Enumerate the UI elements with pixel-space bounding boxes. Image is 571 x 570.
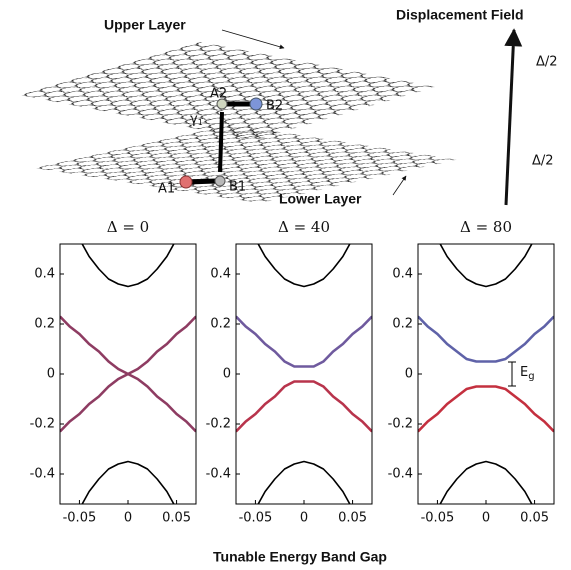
band-chart: Δ = 40 -0.4 -0.2 0 0.2 0.4 -0.05 0 0.05 bbox=[206, 218, 373, 526]
caption: Tunable Energy Band Gap bbox=[213, 549, 387, 565]
coupling-label: γ1 bbox=[190, 112, 203, 127]
band-line bbox=[418, 385, 554, 433]
coupling-subscript: 1 bbox=[198, 118, 203, 127]
potential-label: Δ/2 bbox=[536, 55, 558, 70]
gap-subscript: g bbox=[528, 371, 534, 382]
atom-label: A2 bbox=[210, 87, 227, 102]
x-tick-label: -0.05 bbox=[239, 511, 273, 526]
interlayer-bond bbox=[218, 111, 224, 173]
band-line bbox=[439, 244, 533, 288]
y-tick-label: 0.4 bbox=[34, 267, 55, 282]
upper-lattice bbox=[20, 42, 435, 141]
atom-label: B1 bbox=[229, 180, 246, 195]
x-tick-label: -0.05 bbox=[63, 511, 97, 526]
atom bbox=[214, 175, 226, 187]
potential-label: Δ/2 bbox=[532, 154, 554, 169]
x-tick-label: 0 bbox=[300, 511, 308, 526]
band-line bbox=[81, 460, 175, 504]
pointer bbox=[221, 29, 285, 50]
y-tick-label: 0 bbox=[405, 367, 413, 382]
band-line bbox=[257, 244, 351, 288]
x-tick-label: 0 bbox=[482, 511, 490, 526]
chart-title: Δ = 40 bbox=[278, 218, 330, 236]
lower-lattice bbox=[35, 124, 457, 204]
y-tick-label: 0 bbox=[223, 367, 231, 382]
plot-frame bbox=[59, 243, 197, 505]
plot-frame bbox=[417, 243, 555, 505]
lattice-diagram: Upper Layer Displacement Field Lower Lay… bbox=[20, 7, 558, 207]
band-line bbox=[236, 380, 372, 433]
y-tick-label: -0.2 bbox=[30, 417, 55, 432]
y-tick-label: 0 bbox=[47, 367, 55, 382]
y-tick-label: -0.2 bbox=[388, 417, 413, 432]
x-tick-label: 0.05 bbox=[338, 511, 367, 526]
band-chart: Δ = 80 -0.4 -0.2 0 0.2 0.4 -0.05 0 0.05 Eg bbox=[388, 218, 555, 526]
band-chart: Δ = 0 -0.4 -0.2 0 0.2 0.4 -0.05 0 0.05 bbox=[30, 218, 197, 526]
y-tick-label: 0.2 bbox=[210, 317, 231, 332]
y-tick-label: -0.2 bbox=[206, 417, 231, 432]
gap-label: Eg bbox=[520, 365, 535, 383]
field-arrow bbox=[504, 28, 523, 206]
atom-label: A1 bbox=[158, 182, 175, 197]
band-line bbox=[81, 244, 175, 288]
x-tick-label: 0.05 bbox=[520, 511, 549, 526]
pointer bbox=[392, 175, 407, 196]
plot-frame bbox=[235, 243, 373, 505]
upper-label: Upper Layer bbox=[104, 17, 186, 33]
field-label: Displacement Field bbox=[396, 7, 524, 23]
atom bbox=[179, 175, 193, 189]
gap-symbol: E bbox=[520, 365, 528, 380]
x-tick-label: -0.05 bbox=[421, 511, 455, 526]
gap-bracket bbox=[508, 361, 516, 387]
y-tick-label: 0.2 bbox=[34, 317, 55, 332]
x-tick-label: 0 bbox=[124, 511, 132, 526]
y-tick-label: 0.4 bbox=[392, 267, 413, 282]
band-line bbox=[60, 315, 196, 376]
y-tick-label: 0.2 bbox=[392, 317, 413, 332]
band-line bbox=[418, 315, 554, 363]
lower-label: Lower Layer bbox=[279, 191, 362, 207]
atom bbox=[216, 98, 228, 110]
band-line bbox=[60, 372, 196, 433]
y-tick-label: 0.4 bbox=[210, 267, 231, 282]
y-tick-label: -0.4 bbox=[206, 467, 231, 482]
chart-title: Δ = 80 bbox=[460, 218, 512, 236]
band-line bbox=[236, 315, 372, 368]
x-tick-label: 0.05 bbox=[162, 511, 191, 526]
chart-title: Δ = 0 bbox=[107, 218, 149, 236]
dimer-bond bbox=[187, 178, 217, 185]
atom bbox=[249, 97, 263, 111]
atom-label: B2 bbox=[266, 99, 283, 114]
coupling-symbol: γ bbox=[190, 112, 198, 127]
band-line bbox=[439, 460, 533, 504]
band-line bbox=[257, 460, 351, 504]
y-tick-label: -0.4 bbox=[30, 467, 55, 482]
y-tick-label: -0.4 bbox=[388, 467, 413, 482]
